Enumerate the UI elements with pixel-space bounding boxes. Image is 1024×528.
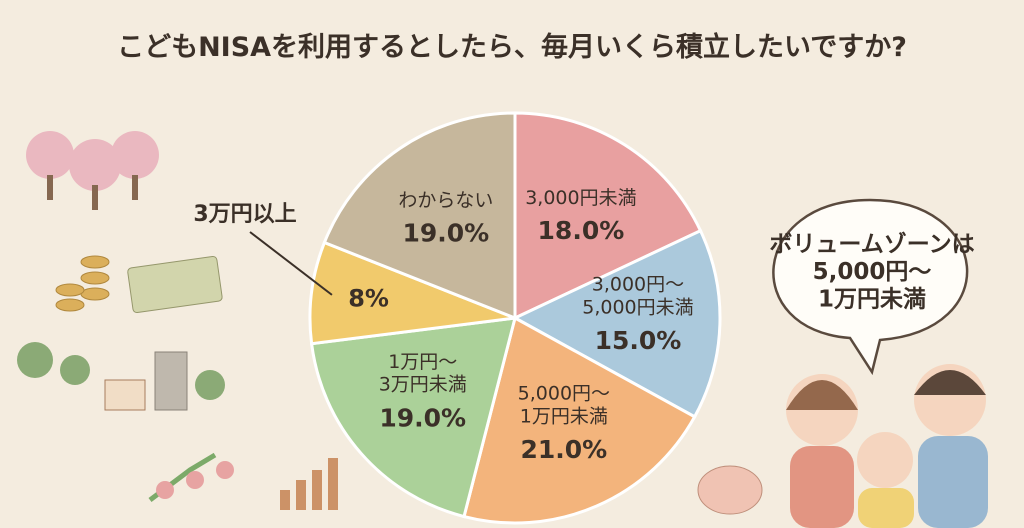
pie-slice (511, 228, 722, 419)
annotation: ボリュームゾーンは 5,000円〜 1万円未満 (769, 230, 974, 312)
callout: ボリュームゾーンは 5,000円〜 1万円未満 (769, 198, 975, 376)
category-label: 3,000円〜 5,000円未満 (582, 273, 693, 318)
category-label: 1万円〜 3万円未満 (379, 350, 467, 395)
category-label: 5,000円〜 1万円未満 (518, 382, 610, 427)
value-label: 19.0% (379, 403, 466, 432)
pie-slice (308, 240, 516, 346)
leader-line (249, 231, 333, 296)
category-label: 3万円以上 (193, 202, 296, 227)
pie-slice (513, 111, 703, 321)
value-label: 8% (348, 285, 389, 313)
value-label: 18.0% (538, 216, 625, 245)
value-label: 15.0% (595, 326, 682, 355)
pie-slice (309, 316, 518, 519)
decoration (17, 131, 988, 528)
category-label: わからない (398, 189, 493, 211)
pie-slice (462, 315, 697, 525)
value-label: 19.0% (402, 218, 489, 247)
chart-title: こどもNISAを利用するとしたら、毎月いくら積立したいですか? (117, 31, 907, 63)
value-label: 21.0% (520, 435, 607, 464)
pie-slice (322, 111, 517, 321)
category-label: 3,000円未満 (525, 187, 636, 209)
